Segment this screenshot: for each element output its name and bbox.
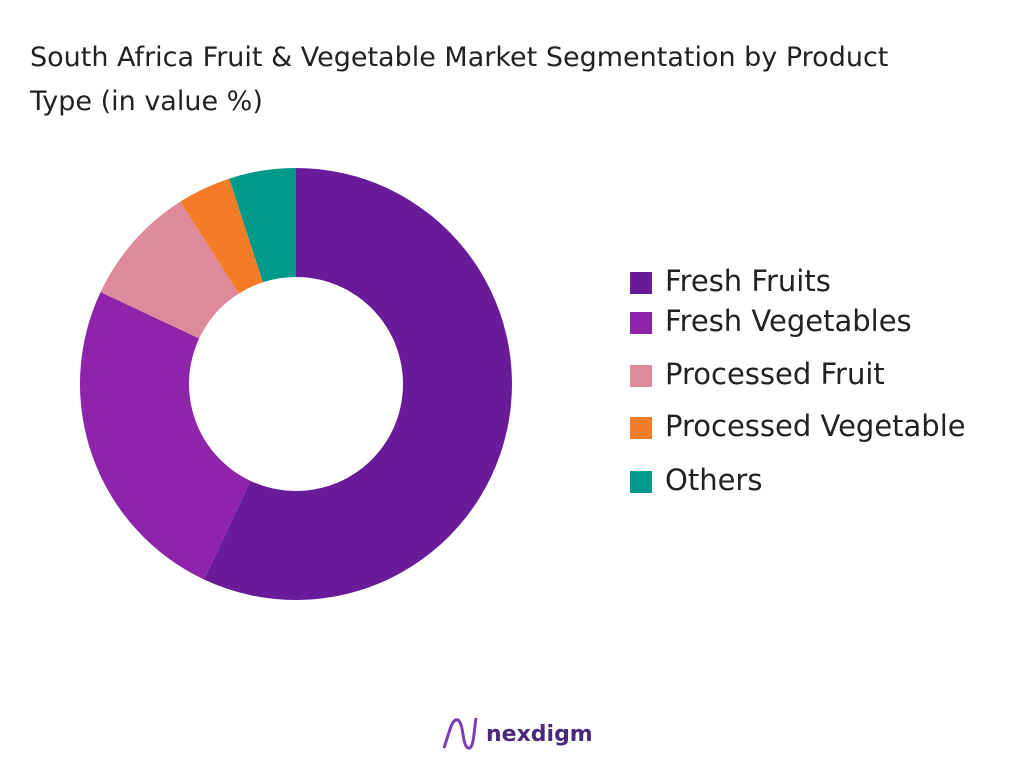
legend-label: Processed Vegetable [665,409,966,443]
legend-swatch [630,417,652,439]
chart-title: South Africa Fruit & Vegetable Market Se… [30,42,889,117]
donut-slice [204,168,512,600]
legend-swatch [630,471,652,493]
legend-swatch [630,312,652,334]
logo-icon [442,717,478,750]
legend-label: Fresh Vegetables [665,304,912,338]
legend-label: Others [665,463,762,497]
legend-label: Processed Fruit [665,357,885,391]
donut-slice [180,178,263,294]
donut-slice [79,292,251,580]
legend-swatch [630,272,652,294]
donut-slice [229,168,296,283]
donut-slice [100,201,239,339]
legend-swatch [630,365,652,387]
brand: nexdigm [486,722,593,747]
legend-label: Fresh Fruits [665,264,831,298]
